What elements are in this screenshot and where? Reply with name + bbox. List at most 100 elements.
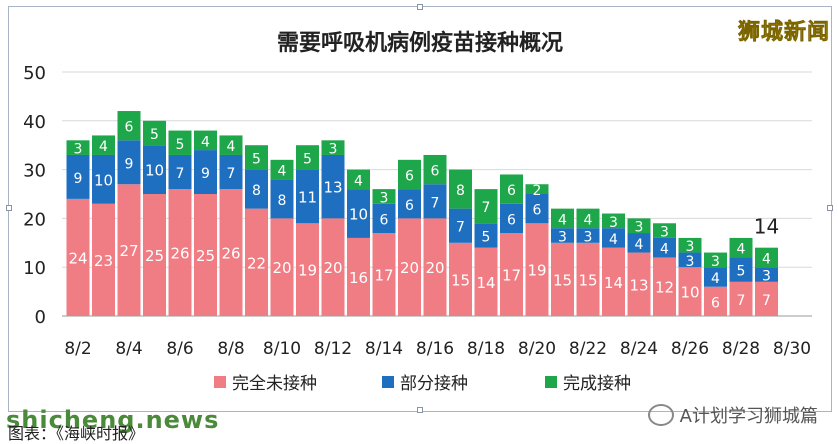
data-label: 15: [553, 271, 572, 289]
x-tick-label: 8/18: [467, 339, 505, 359]
data-label: 4: [711, 271, 720, 287]
bar-segment: [398, 218, 421, 316]
data-label: 6: [711, 295, 720, 311]
data-label: 11: [298, 188, 317, 206]
data-label: 6: [507, 183, 516, 199]
data-label: 4: [354, 173, 363, 189]
x-tick-label: 8/2: [64, 339, 91, 359]
bar-segment: [296, 223, 319, 316]
data-label: 3: [686, 239, 695, 255]
resize-handle-top[interactable]: [417, 4, 423, 10]
x-tick-label: 8/28: [722, 339, 760, 359]
resize-handle-right[interactable]: [827, 205, 833, 211]
data-label: 15: [578, 271, 597, 289]
bar-segment: [423, 154, 447, 185]
bar-segment: [602, 228, 625, 248]
x-tick-label: 8/16: [416, 339, 454, 359]
x-tick-label: 8/14: [365, 339, 403, 359]
data-label: 5: [737, 264, 746, 280]
resize-handle-left[interactable]: [6, 205, 12, 211]
bar-segment: [449, 169, 472, 209]
data-label: 3: [329, 142, 338, 158]
data-label: 25: [196, 247, 215, 265]
bar-segment: [296, 145, 319, 170]
bar-segment: [347, 237, 370, 316]
y-tick-label: 50: [23, 63, 46, 84]
data-label: 6: [380, 212, 389, 228]
x-tick-label: 8/4: [115, 339, 142, 359]
bar-segment: [372, 203, 396, 234]
data-label: 10: [680, 284, 699, 302]
account-badge: A计划学习狮城篇: [647, 402, 818, 428]
legend-label: 部分接种: [400, 374, 468, 394]
bar-segment: [117, 140, 141, 185]
x-tick-label: 8/26: [671, 339, 709, 359]
bar-segment: [755, 281, 778, 316]
data-label: 4: [762, 251, 771, 267]
bar-segment: [168, 189, 192, 316]
bar-segment: [627, 252, 651, 316]
data-label: 7: [176, 166, 185, 182]
bar-segment: [576, 242, 600, 316]
bar-segment: [551, 228, 574, 243]
data-label: 20: [400, 259, 419, 277]
data-label: 14: [604, 274, 623, 292]
data-label: 5: [150, 127, 159, 143]
bar-segment: [143, 120, 166, 146]
bar-segment: [321, 140, 345, 155]
data-label: 10: [145, 162, 164, 180]
wechat-icon: [647, 404, 674, 426]
bar-segment: [423, 184, 447, 219]
watermark: shicheng.news: [6, 406, 220, 434]
y-tick-label: 0: [35, 307, 46, 328]
data-label: 3: [711, 254, 720, 270]
bar-segment: [474, 189, 498, 224]
bar-segment: [347, 169, 370, 190]
bar-segment: [143, 194, 166, 316]
bar-segment: [398, 189, 421, 219]
data-label: 3: [762, 269, 771, 285]
account-name: A计划学习狮城篇: [679, 406, 818, 427]
data-label: 6: [405, 198, 414, 214]
bar-segment: [627, 218, 651, 234]
data-label: 4: [635, 237, 644, 253]
data-label: 5: [303, 151, 312, 167]
bar-segment: [219, 154, 243, 190]
bar-segment: [270, 218, 294, 316]
bar-segment: [117, 184, 141, 316]
bar-segment: [500, 174, 523, 204]
bar-segment: [729, 237, 753, 258]
bar-segment: [449, 208, 472, 243]
bars: 2493231042796251052675259426742285208419…: [66, 111, 779, 316]
data-label: 26: [221, 245, 240, 263]
data-label: 10: [94, 171, 113, 189]
chart-title: 需要呼吸机病例疫苗接种概况: [277, 30, 563, 56]
bar-segment: [551, 208, 574, 229]
bar-segment: [653, 237, 676, 258]
x-tick-label: 8/8: [217, 339, 244, 359]
bar-segment: [168, 130, 192, 155]
bar-segment: [66, 198, 90, 316]
data-label: 17: [374, 267, 393, 285]
data-label: 17: [502, 267, 521, 285]
bar-segment: [474, 247, 498, 316]
data-label: 4: [99, 139, 108, 155]
data-label: 16: [349, 269, 368, 287]
bar-segment: [678, 267, 702, 316]
x-tick-label: 8/22: [569, 339, 607, 359]
data-label: 20: [272, 259, 291, 277]
data-label: 4: [558, 212, 567, 228]
data-label: 13: [629, 276, 648, 294]
x-tick-label: 8/20: [518, 339, 556, 359]
data-label: 3: [660, 225, 669, 241]
y-tick-label: 30: [23, 161, 46, 182]
data-label: 6: [507, 212, 516, 228]
data-label: 4: [584, 212, 593, 228]
bar-segment: [245, 208, 268, 316]
data-label: 27: [119, 242, 138, 260]
y-tick-label: 20: [23, 209, 46, 230]
data-label: 15: [451, 271, 470, 289]
resize-handle-bottom[interactable]: [417, 407, 423, 413]
bar-segment: [653, 223, 676, 238]
bar-segment: [474, 223, 498, 248]
